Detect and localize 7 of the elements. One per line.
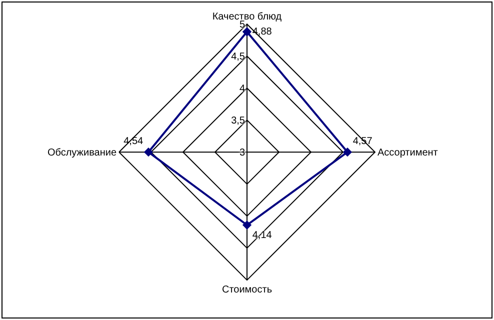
y-tick-label: 4 [239, 83, 246, 94]
y-tick-label: 5 [239, 19, 246, 30]
spoke-label: Стоимость [222, 284, 272, 296]
spoke-label: Обслуживание [47, 148, 117, 159]
y-tick-label: 3,5 [231, 115, 246, 126]
spoke-label: Ассортимент [377, 148, 438, 159]
y-tick-label: 4,5 [231, 51, 246, 62]
